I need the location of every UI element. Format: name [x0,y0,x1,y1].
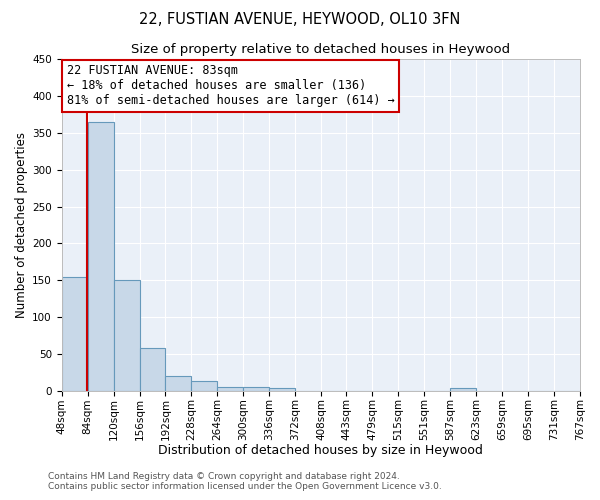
Bar [166,376,191,390]
Bar [450,388,476,390]
Bar [191,381,217,390]
Bar [244,387,269,390]
Bar [269,388,295,390]
Bar [217,387,244,390]
Text: 22, FUSTIAN AVENUE, HEYWOOD, OL10 3FN: 22, FUSTIAN AVENUE, HEYWOOD, OL10 3FN [139,12,461,28]
Text: Contains HM Land Registry data © Crown copyright and database right 2024.
Contai: Contains HM Land Registry data © Crown c… [48,472,442,491]
Text: 22 FUSTIAN AVENUE: 83sqm
← 18% of detached houses are smaller (136)
81% of semi-: 22 FUSTIAN AVENUE: 83sqm ← 18% of detach… [67,64,395,108]
Title: Size of property relative to detached houses in Heywood: Size of property relative to detached ho… [131,42,511,56]
Bar [140,348,166,391]
X-axis label: Distribution of detached houses by size in Heywood: Distribution of detached houses by size … [158,444,483,458]
Bar [88,122,113,390]
Bar [113,280,140,390]
Y-axis label: Number of detached properties: Number of detached properties [15,132,28,318]
Bar [62,276,88,390]
